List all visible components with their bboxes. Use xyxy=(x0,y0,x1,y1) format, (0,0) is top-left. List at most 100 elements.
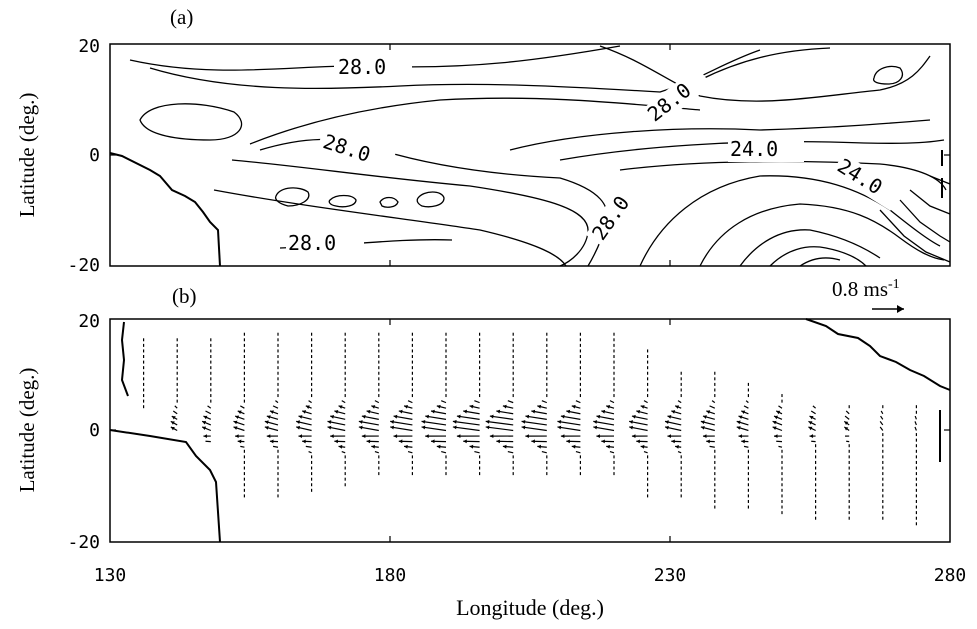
current-vector-head xyxy=(601,439,605,444)
current-vector xyxy=(407,400,413,404)
current-vector xyxy=(272,445,279,448)
current-vector-head xyxy=(808,426,813,431)
contour-label: 28.0 xyxy=(338,55,386,79)
current-vector-head xyxy=(264,426,269,430)
current-vector xyxy=(643,451,648,454)
current-vector xyxy=(390,420,413,426)
current-vector-head xyxy=(233,420,238,425)
panel-b: (b) 0.8 ms-1 20 0 -20 Latitude (deg.) 13… xyxy=(15,277,966,620)
current-vector xyxy=(275,400,279,404)
current-vector-head xyxy=(431,409,435,414)
current-vector-head xyxy=(593,420,598,424)
current-vector-head xyxy=(338,405,343,409)
current-vector xyxy=(207,405,212,409)
panel-a-closed-contours xyxy=(139,65,903,208)
current-vector-head xyxy=(675,405,680,409)
current-vector-head xyxy=(560,434,565,439)
xtick-130: 130 xyxy=(94,565,127,586)
current-vector-head xyxy=(566,439,570,444)
current-vector xyxy=(421,426,447,432)
current-vector xyxy=(452,426,480,432)
panel-b-frame xyxy=(109,318,951,543)
xtick-280: 280 xyxy=(934,565,967,586)
current-vector-head xyxy=(557,420,562,424)
current-vector-head xyxy=(525,434,529,439)
current-vector-head xyxy=(266,415,271,419)
current-vector xyxy=(541,400,548,404)
current-vector-head xyxy=(700,425,705,430)
current-vector xyxy=(677,400,682,404)
current-vector-head xyxy=(702,415,707,419)
xtick-230: 230 xyxy=(654,565,687,586)
current-vector xyxy=(677,451,682,454)
current-vector xyxy=(374,451,379,454)
current-vector-head xyxy=(266,434,271,439)
current-vector-head xyxy=(631,414,636,419)
current-vector xyxy=(489,415,514,420)
current-vector-head xyxy=(298,415,303,419)
current-vector xyxy=(525,415,547,420)
reference-vector-label: 0.8 ms-1 xyxy=(832,277,900,301)
current-vector-head xyxy=(269,410,274,414)
current-vector xyxy=(308,400,312,404)
current-vector-head xyxy=(330,434,334,439)
current-vector-head xyxy=(736,420,741,425)
panel-b-ytick-20: 20 xyxy=(78,311,100,332)
current-vector-head xyxy=(469,404,474,409)
panel-a-label: (a) xyxy=(170,5,193,29)
current-vector-head xyxy=(327,420,332,424)
current-vector-head xyxy=(809,434,814,439)
current-vector xyxy=(440,400,447,404)
current-vector-head xyxy=(844,421,849,425)
current-vector-head xyxy=(640,444,645,449)
current-vector-head xyxy=(456,414,461,419)
current-vector xyxy=(557,426,581,432)
current-vector-head xyxy=(425,414,429,419)
current-vector-head xyxy=(361,434,366,439)
current-vector-head xyxy=(485,425,490,430)
current-vector-head xyxy=(593,425,598,430)
current-vector xyxy=(272,405,279,409)
current-vector xyxy=(845,410,850,415)
current-vector xyxy=(880,410,884,415)
current-vector-head xyxy=(361,414,366,419)
current-vector-head xyxy=(298,434,303,439)
current-vector-head xyxy=(671,439,675,444)
current-vector-head xyxy=(404,444,408,449)
current-vector xyxy=(879,426,884,431)
current-vector xyxy=(709,405,716,409)
current-vector xyxy=(743,445,749,448)
panel-a: (a) 20 0 -20 Latitude (deg.) xyxy=(15,5,951,276)
current-vector-head xyxy=(358,425,363,430)
current-vector-head xyxy=(366,439,371,444)
current-vector-head xyxy=(502,444,507,449)
current-vector xyxy=(778,445,783,448)
current-vector xyxy=(441,451,447,454)
current-vector-head xyxy=(665,425,669,430)
current-vector-head xyxy=(665,420,669,424)
current-vector xyxy=(557,420,581,426)
current-vector-head xyxy=(463,409,468,414)
current-vector xyxy=(812,405,816,409)
current-vector-head xyxy=(469,444,474,449)
x-axis-label: Longitude (deg.) xyxy=(456,595,604,620)
current-vector-head xyxy=(421,425,426,430)
panel-b-coastlines xyxy=(109,318,951,543)
current-vector xyxy=(810,410,816,415)
current-vector-head xyxy=(531,409,536,414)
current-vector xyxy=(914,421,917,426)
current-vector-head xyxy=(537,444,542,449)
current-vector xyxy=(485,426,514,432)
current-vector xyxy=(609,400,615,404)
current-vector-head xyxy=(772,420,777,425)
current-vector-head xyxy=(631,434,636,439)
current-vector-head xyxy=(489,434,494,439)
current-vector-head xyxy=(606,444,610,449)
current-vector-head xyxy=(425,434,429,439)
current-vector-head xyxy=(772,426,777,430)
current-vector xyxy=(485,420,514,426)
current-vector-head xyxy=(398,439,403,444)
current-vector xyxy=(452,420,480,426)
current-vector-head xyxy=(566,409,571,414)
